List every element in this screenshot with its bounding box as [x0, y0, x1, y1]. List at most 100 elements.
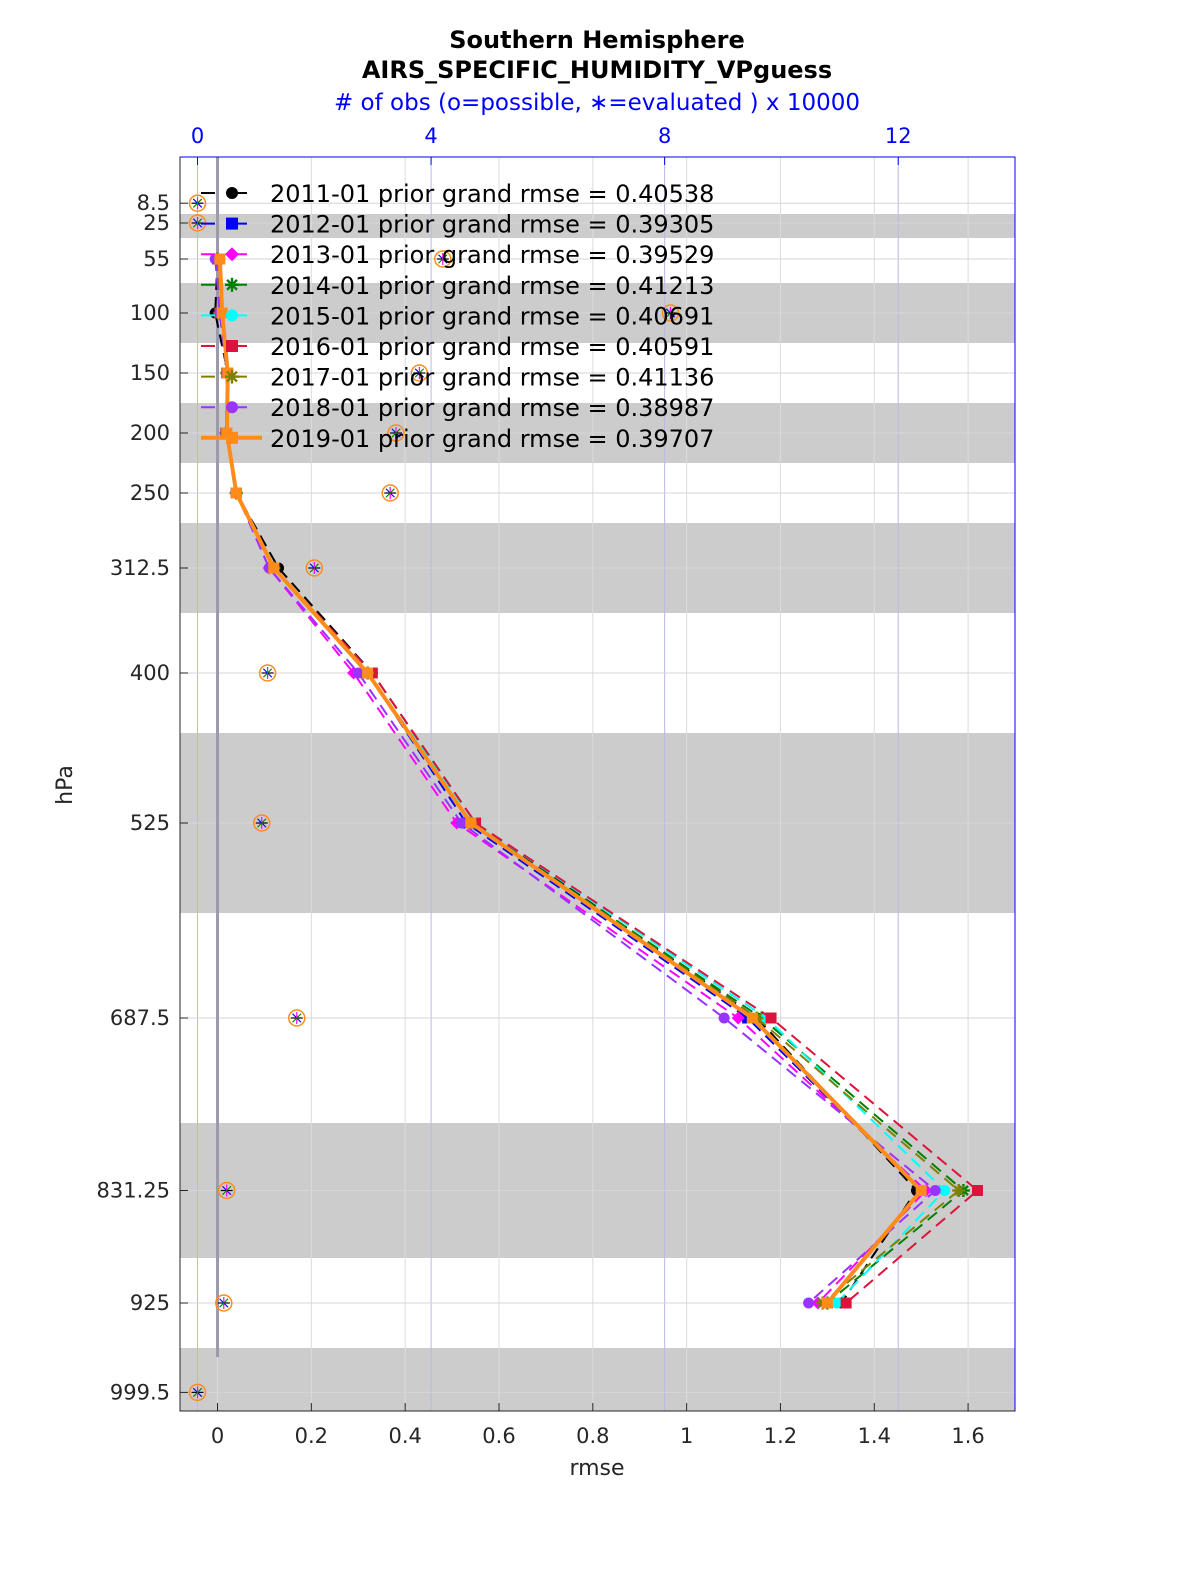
y-tick-label-0: 8.5 — [137, 191, 170, 215]
data-point — [226, 401, 238, 414]
legend-entry-2014-01: 2014-01 prior grand rmse = 0.41213 — [201, 272, 714, 300]
obs-possible-marker — [387, 424, 405, 442]
x-tick-label-7: 1.4 — [858, 1424, 891, 1448]
obs-possible-marker — [258, 664, 277, 682]
data-point — [803, 1297, 815, 1309]
plot-area: 0 0.2 0.4 0.6 0.8 1 1.2 1.4 1.6 0 4 8 12 8.525 55 100 15… — [97, 124, 1016, 1448]
legend-entry-2018-01: 2018-01 prior grand rmse = 0.38987 — [201, 394, 714, 422]
data-point — [226, 217, 238, 230]
data-point — [362, 667, 374, 679]
obs-evaluated-marker — [436, 253, 449, 265]
legend-label: 2013-01 prior grand rmse = 0.39529 — [270, 241, 714, 269]
data-point — [952, 1184, 966, 1197]
legend-label: 2016-01 prior grand rmse = 0.40591 — [270, 333, 714, 361]
legend-label: 2014-01 prior grand rmse = 0.41213 — [270, 272, 714, 300]
y-tick-label-2: 55 — [143, 247, 170, 271]
obs-possible-marker — [252, 814, 271, 832]
obs-star-stroke — [292, 1013, 302, 1023]
legend-entry-2011-01: 2011-01 prior grand rmse = 0.40538 — [201, 180, 714, 208]
shaded-band-6 — [180, 1348, 1015, 1411]
data-point-stroke — [226, 370, 238, 383]
obs-evaluated-marker — [664, 307, 677, 319]
legend-label: 2015-01 prior grand rmse = 0.40691 — [270, 302, 714, 330]
obs-star-stroke — [192, 218, 203, 228]
obs-possible-marker — [217, 1181, 236, 1200]
obs-star-stroke — [192, 198, 203, 208]
obs-star-stroke — [262, 668, 273, 678]
obs-possible-marker — [188, 194, 207, 212]
top-tick-label-0: 0 — [191, 124, 204, 148]
obs-star-stroke — [219, 1298, 229, 1308]
legend: 2011-01 prior grand rmse = 0.40538 2012-0… — [201, 180, 714, 453]
y-tick-label-11: 831.25 — [97, 1179, 170, 1203]
data-point-stroke — [953, 1185, 965, 1196]
y-tick-label-3: 100 — [130, 301, 170, 325]
obs-possible-marker — [305, 559, 324, 577]
obs-possible-marker — [661, 304, 680, 322]
y-axis-label: hPa — [53, 765, 78, 805]
x-tick-label-0: 0 — [211, 1424, 224, 1448]
legend-entry-2013-01: 2013-01 prior grand rmse = 0.39529 — [201, 241, 714, 269]
obs-evaluated-marker — [413, 367, 426, 379]
obs-possible-marker — [188, 1383, 207, 1402]
obs-evaluated-marker — [308, 562, 321, 574]
y-tick-label-6: 250 — [130, 481, 170, 505]
y-tick-label-13: 999.5 — [110, 1380, 170, 1404]
data-point — [216, 307, 228, 319]
data-point — [971, 1185, 983, 1196]
data-point — [226, 431, 238, 444]
chart-subtitle: AIRS_SPECIFIC_HUMIDITY_VPguess — [362, 56, 832, 84]
data-point — [929, 1185, 941, 1196]
obs-evaluated-marker — [390, 427, 403, 439]
data-point — [731, 1011, 745, 1025]
y-tick-label-10: 687.5 — [110, 1006, 170, 1030]
data-point — [718, 1012, 730, 1024]
obs-evaluated-marker — [220, 1184, 233, 1197]
plot-clip-group — [180, 157, 1015, 1411]
obs-possible-marker — [381, 484, 399, 502]
data-point — [226, 309, 238, 322]
legend-label: 2012-01 prior grand rmse = 0.39305 — [270, 211, 714, 239]
shaded-band-0 — [180, 214, 1015, 238]
y-tick-label-4: 150 — [130, 361, 170, 385]
obs-evaluated-marker — [290, 1012, 303, 1024]
data-point — [230, 487, 242, 499]
top-axis-label: # of obs (o=possible, ∗=evaluated ) x 10… — [334, 90, 860, 116]
obs-star-stroke — [665, 308, 676, 318]
x-tick-label-1: 0.2 — [295, 1424, 328, 1448]
legend-label: 2017-01 prior grand rmse = 0.41136 — [270, 364, 714, 392]
data-point — [352, 667, 364, 679]
y-tick-label-9: 525 — [130, 811, 170, 835]
data-point — [831, 1297, 843, 1309]
series-line-2016-01 — [216, 258, 980, 1304]
obs-evaluated-marker — [191, 1386, 204, 1399]
y-tick-label-8: 400 — [130, 661, 170, 685]
obs-evaluated-marker — [255, 817, 268, 829]
legend-entry-2017-01: 2017-01 prior grand rmse = 0.41136 — [201, 364, 714, 392]
data-point — [840, 1297, 852, 1309]
y-tick-label-7: 312.5 — [110, 556, 170, 580]
legend-entry-2012-01: 2012-01 prior grand rmse = 0.39305 — [201, 211, 714, 239]
obs-evaluated-marker — [191, 197, 204, 210]
data-point — [226, 340, 238, 352]
data-point-stroke — [226, 279, 238, 291]
chart-title: Southern Hemisphere — [449, 26, 745, 54]
obs-star-stroke — [309, 563, 319, 573]
data-point — [821, 1297, 833, 1309]
obs-star-stroke — [414, 368, 425, 378]
x-tick-label-3: 0.6 — [482, 1424, 515, 1448]
data-point — [455, 817, 467, 829]
y-tick-label-5: 200 — [130, 421, 170, 445]
x-tick-label-8: 1.6 — [951, 1424, 984, 1448]
obs-possible-marker — [434, 250, 452, 268]
data-point — [915, 1185, 927, 1196]
y-tick-label-1: 25 — [143, 211, 170, 235]
data-point — [225, 369, 239, 384]
x-tick-label-4: 0.8 — [576, 1424, 609, 1448]
obs-possible-marker — [215, 1294, 233, 1312]
x-tick-label-6: 1.2 — [764, 1424, 797, 1448]
obs-possible-marker — [288, 1009, 306, 1027]
obs-star-stroke — [391, 428, 401, 438]
x-axis-label: rmse — [569, 1456, 624, 1481]
